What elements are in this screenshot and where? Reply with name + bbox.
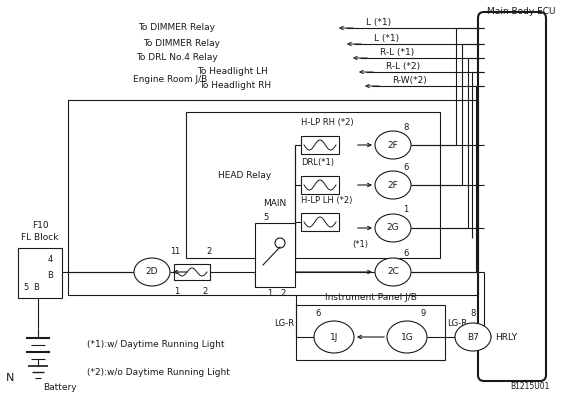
Text: B: B: [47, 272, 53, 280]
Text: HEAD Relay: HEAD Relay: [218, 171, 271, 179]
Text: LG-R: LG-R: [274, 318, 294, 327]
Text: 5: 5: [23, 284, 29, 293]
Text: 2C: 2C: [387, 268, 399, 276]
Text: H-LP RH (*2): H-LP RH (*2): [301, 118, 354, 128]
Text: MAIN: MAIN: [263, 198, 287, 208]
Ellipse shape: [375, 171, 411, 199]
Text: 8: 8: [403, 122, 408, 131]
Text: 1: 1: [174, 287, 179, 297]
Text: Engine Room J/B: Engine Room J/B: [133, 76, 207, 84]
Text: R-L (*2): R-L (*2): [386, 63, 420, 72]
Text: (*1):w/ Daytime Running Light: (*1):w/ Daytime Running Light: [87, 340, 225, 349]
Bar: [186, 112, 440, 258]
Text: R-W(*2): R-W(*2): [392, 76, 427, 86]
Bar: [174, 264, 210, 280]
Text: L (*1): L (*1): [366, 19, 391, 27]
Text: 2: 2: [280, 289, 285, 297]
Text: 8: 8: [470, 308, 475, 318]
Text: To Headlight RH: To Headlight RH: [199, 82, 271, 91]
Text: HRLY: HRLY: [495, 333, 517, 341]
Text: L (*1): L (*1): [374, 34, 399, 44]
Text: 1G: 1G: [400, 333, 413, 341]
Text: Battery: Battery: [43, 383, 77, 392]
Ellipse shape: [134, 258, 170, 286]
Text: B1215U01: B1215U01: [510, 382, 550, 390]
Text: B7: B7: [467, 333, 479, 341]
Ellipse shape: [314, 321, 354, 353]
Text: 2: 2: [202, 287, 207, 297]
Bar: [68, 100, 478, 295]
Bar: [301, 136, 339, 154]
Bar: [301, 213, 339, 231]
Ellipse shape: [387, 321, 427, 353]
Text: 6: 6: [315, 308, 321, 318]
Text: H-LP LH (*2): H-LP LH (*2): [301, 196, 352, 204]
Text: B: B: [33, 284, 39, 293]
Text: 9: 9: [420, 308, 426, 318]
Text: (*2):w/o Daytime Running Light: (*2):w/o Daytime Running Light: [87, 368, 230, 377]
Bar: [255, 223, 295, 287]
Bar: [296, 305, 445, 360]
Bar: [18, 248, 62, 298]
Text: 2: 2: [206, 246, 212, 255]
Text: To DRL No.4 Relay: To DRL No.4 Relay: [136, 53, 218, 63]
Text: To DIMMER Relay: To DIMMER Relay: [143, 40, 220, 48]
Text: 1J: 1J: [330, 333, 338, 341]
Ellipse shape: [455, 323, 491, 351]
Text: 2F: 2F: [387, 181, 398, 190]
Ellipse shape: [375, 258, 411, 286]
Text: F10: F10: [32, 221, 49, 230]
Text: 1: 1: [267, 289, 272, 297]
Text: 6: 6: [403, 249, 408, 259]
Ellipse shape: [375, 214, 411, 242]
Text: To Headlight LH: To Headlight LH: [197, 67, 268, 76]
Text: N: N: [6, 373, 14, 383]
Text: (*1): (*1): [352, 240, 368, 249]
FancyBboxPatch shape: [478, 12, 546, 381]
Text: 2D: 2D: [146, 268, 158, 276]
Ellipse shape: [375, 131, 411, 159]
Text: FL Block: FL Block: [21, 232, 59, 242]
Bar: [301, 176, 339, 194]
Text: 1: 1: [170, 248, 175, 257]
Text: 2G: 2G: [387, 223, 399, 232]
Text: R-L (*1): R-L (*1): [380, 48, 414, 57]
Text: 6: 6: [403, 162, 408, 171]
Text: 5: 5: [263, 213, 268, 221]
Text: Instrument Panel J/B: Instrument Panel J/B: [324, 293, 416, 301]
Text: To DIMMER Relay: To DIMMER Relay: [138, 23, 215, 32]
Text: DRL(*1): DRL(*1): [301, 158, 334, 168]
Text: 4: 4: [47, 255, 52, 265]
Text: 2F: 2F: [387, 141, 398, 150]
Text: 1: 1: [174, 246, 179, 255]
Text: LG-R: LG-R: [447, 318, 467, 327]
Text: Main Body ECU: Main Body ECU: [487, 8, 556, 17]
Text: 1: 1: [403, 206, 408, 215]
